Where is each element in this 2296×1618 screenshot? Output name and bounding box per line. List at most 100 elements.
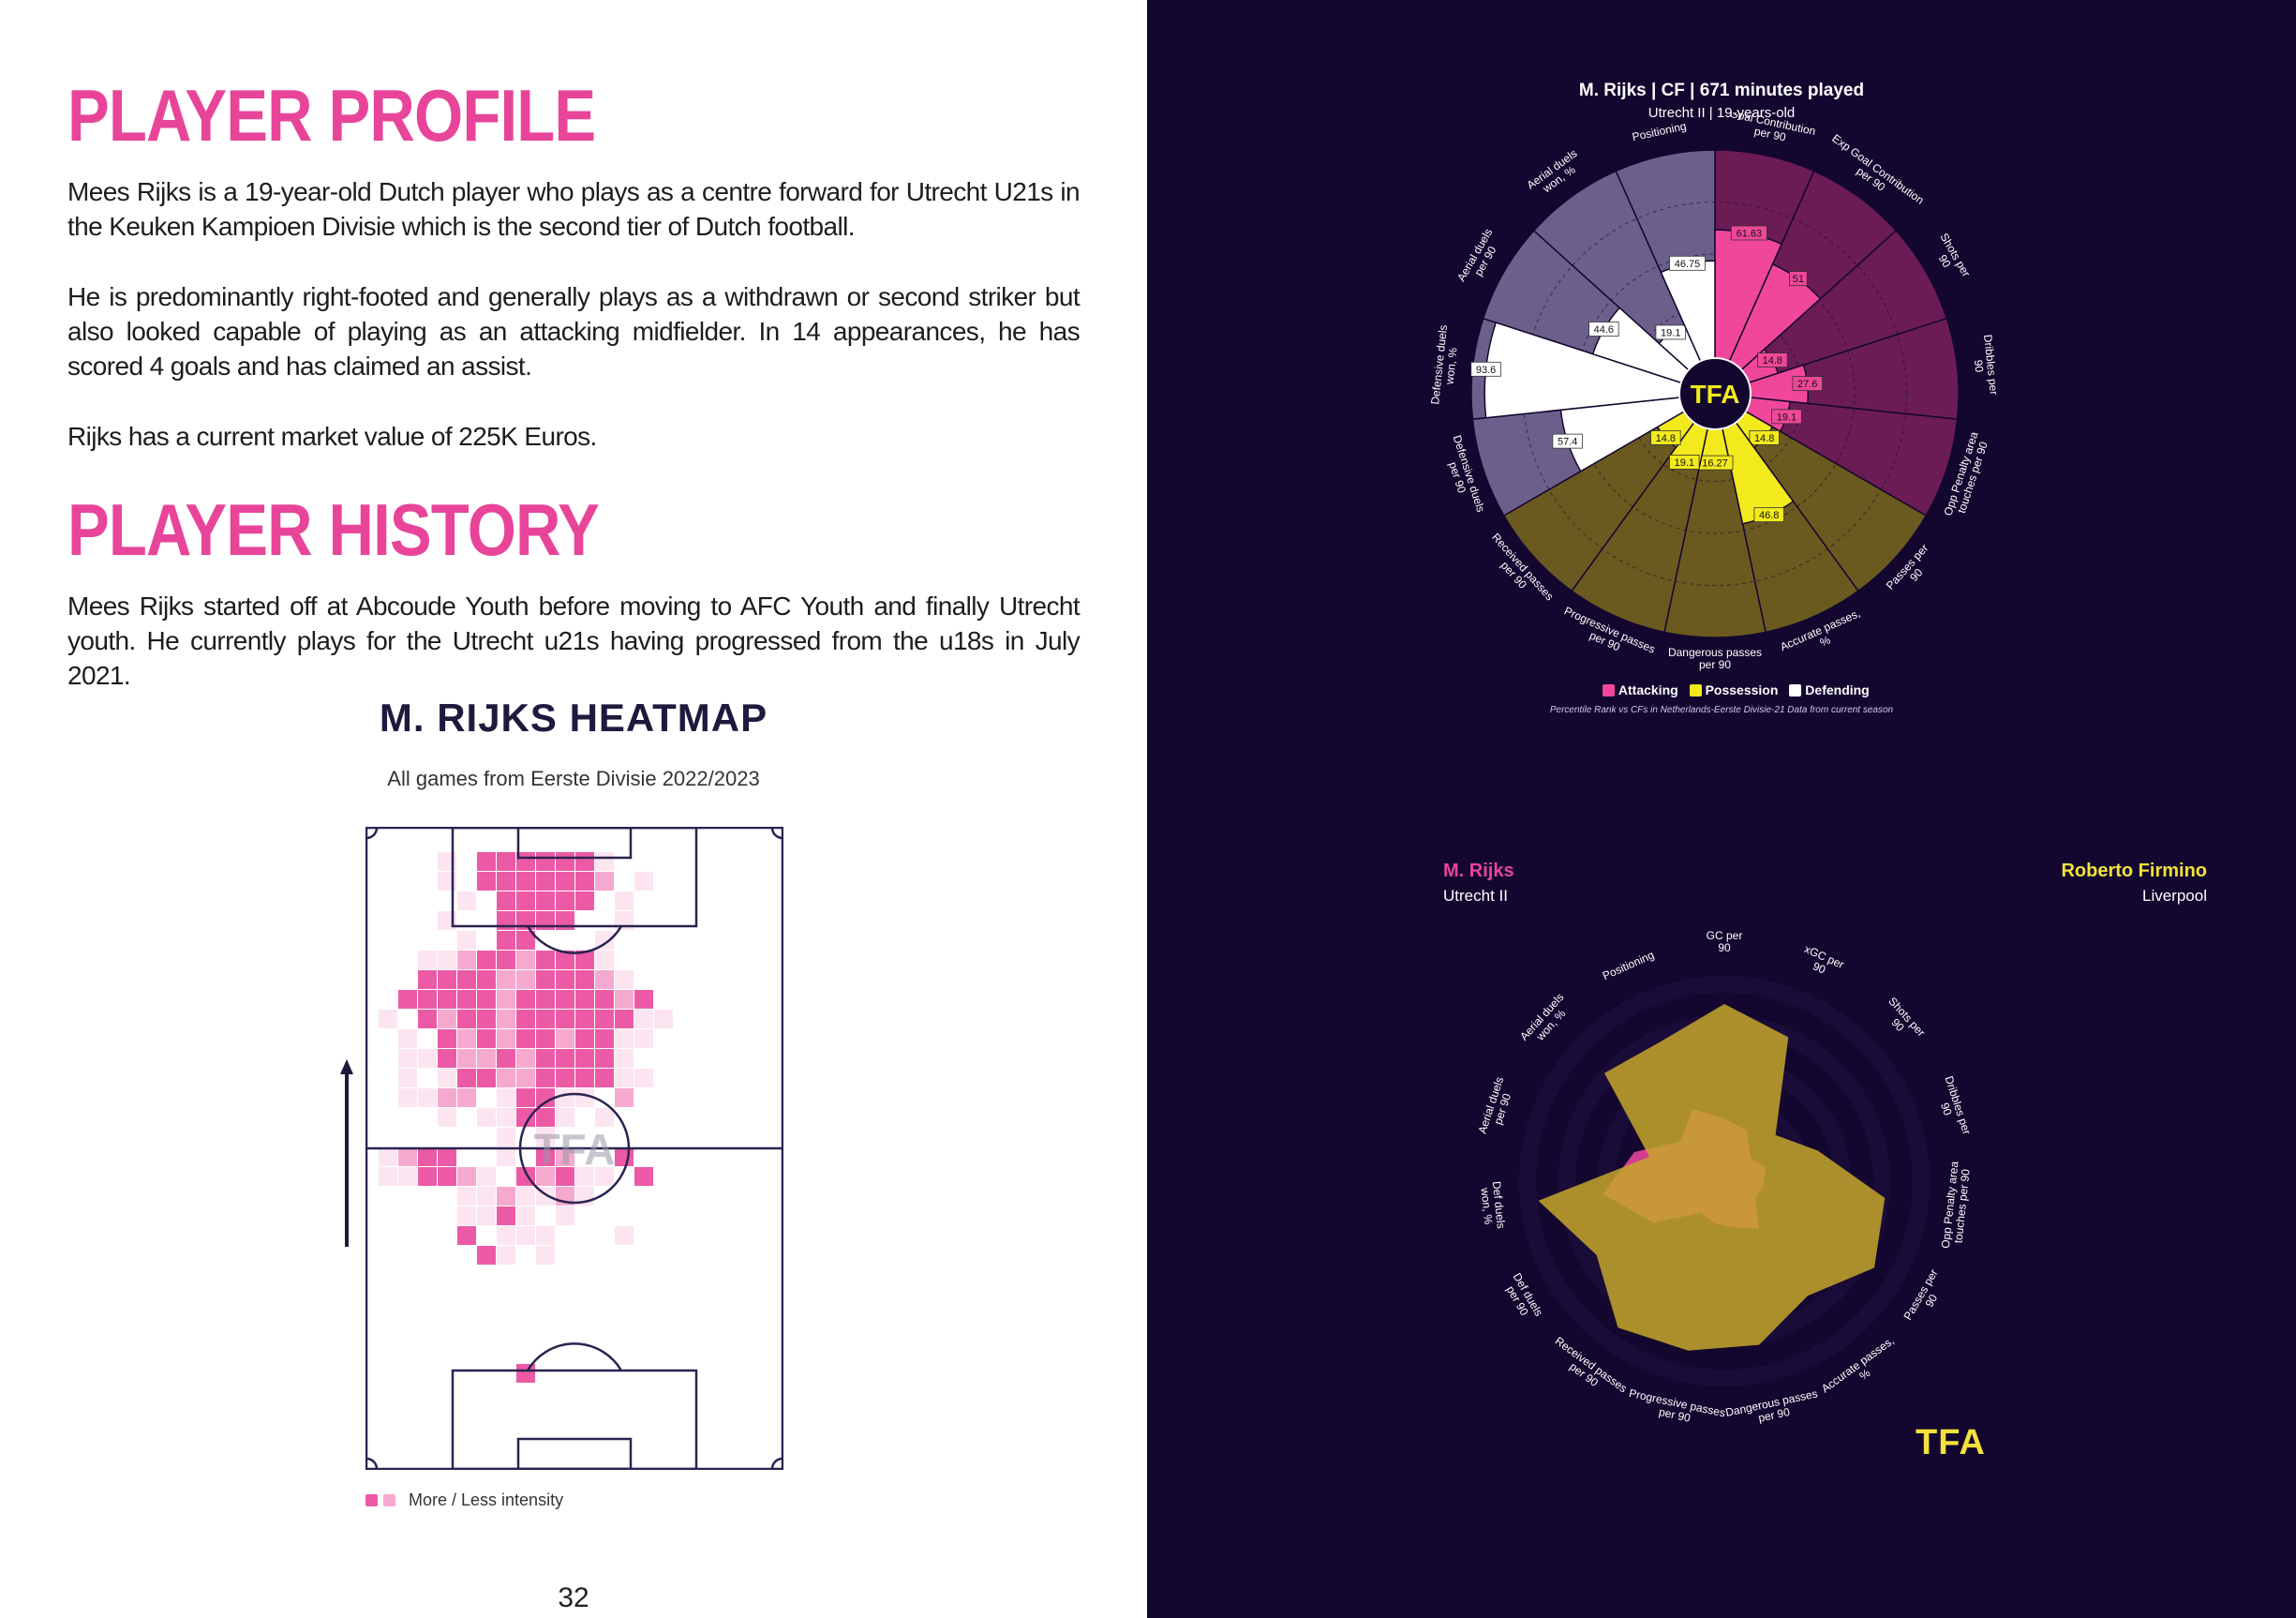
pizza-axis-label: Dangerous passes per 90 [1668, 646, 1762, 671]
legend-defending: Defending [1805, 682, 1870, 697]
heat-cell-low [536, 1226, 555, 1245]
heat-cell-high [457, 1226, 476, 1245]
pizza-value-label: 93.6 [1476, 365, 1496, 376]
heat-cell-low [398, 1029, 417, 1048]
page-number: 32 [558, 1582, 589, 1613]
pizza-value-box [1650, 430, 1681, 445]
attacking-swatch [1603, 684, 1615, 697]
heat-cell-high [516, 990, 535, 1009]
pizza-value-label: 19.1 [1661, 327, 1680, 338]
heatmap-title: M. RIJKS HEATMAP [379, 696, 768, 740]
heat-cell-low [457, 1206, 476, 1225]
heatmap-pitch: TFA [365, 827, 783, 1470]
heat-cell-low [536, 1128, 555, 1146]
heat-cell-high [536, 1029, 555, 1048]
heat-cell-mid [457, 1049, 476, 1068]
heat-cell-low [497, 1226, 515, 1245]
heat-cell-low [438, 951, 456, 969]
heat-cell-low [398, 1069, 417, 1087]
heat-cell-low [497, 1246, 515, 1265]
heat-cell-low [595, 931, 614, 950]
heat-cell-mid [516, 1069, 535, 1087]
heat-cell-high [536, 951, 555, 969]
heat-cell-mid [595, 872, 614, 891]
heat-cell-high [438, 1029, 456, 1048]
heat-cell-high [595, 1029, 614, 1048]
heat-cell-low [595, 1167, 614, 1186]
pizza-value-box [1588, 322, 1619, 337]
history-paragraph: Mees Rijks started off at Abcoude Youth … [67, 592, 1081, 690]
heat-cell-high [575, 1069, 594, 1087]
pizza-value-label: 27.6 [1797, 379, 1817, 390]
heat-cell-mid [516, 970, 535, 989]
pizza-value-label: 51 [1793, 274, 1804, 285]
heat-cell-low [556, 1108, 574, 1127]
radar-axis-label: Def duelsper 90 [1499, 1271, 1545, 1325]
heat-cell-high [438, 990, 456, 1009]
heat-cell-high [418, 1010, 437, 1028]
pizza-axis-label: Shots per90 [1927, 231, 1973, 285]
radar-axis-label: Progressive passesper 90 [1625, 1386, 1726, 1431]
heat-cell-high [438, 1147, 456, 1166]
pizza-value-label: 14.8 [1763, 355, 1782, 367]
heat-cell-high [595, 1010, 614, 1028]
legend-low-swatch [383, 1494, 395, 1506]
radar-axis-label: Positioning [1601, 948, 1656, 982]
pizza-footnote: Percentile Rank vs CFs in Netherlands-Ee… [1549, 705, 1894, 715]
heat-cell-high [575, 1049, 594, 1068]
pizza-legend: Attacking Possession Defending [1603, 682, 1870, 697]
heat-cell-high [516, 891, 535, 910]
pizza-value-label: 19.1 [1777, 412, 1797, 423]
heatmap-cells [379, 852, 673, 1383]
heat-cell-high [497, 1049, 515, 1068]
radar-axis-label: Dangerous passesper 90 [1724, 1386, 1821, 1431]
pizza-value-box [1730, 225, 1767, 241]
heat-cell-high [575, 951, 594, 969]
pizza-value-label: 19.1 [1675, 457, 1694, 469]
heat-cell-high [634, 1167, 653, 1186]
heat-cell-high [536, 990, 555, 1009]
heat-cell-mid [516, 1049, 535, 1068]
heat-cell-high [575, 990, 594, 1009]
direction-arrow-icon [340, 1059, 353, 1247]
heat-cell-high [457, 970, 476, 989]
heat-cell-high [477, 970, 496, 989]
pizza-axis-label: Goal Contributionper 90 [1726, 112, 1817, 150]
heat-cell-low [398, 1049, 417, 1068]
heat-cell-mid [497, 1187, 515, 1206]
heat-cell-low [457, 1187, 476, 1206]
heat-cell-low [536, 1246, 555, 1265]
heat-cell-low [615, 1049, 634, 1068]
player1-team: Utrecht II [1443, 887, 1508, 905]
heat-cell-high [536, 1108, 555, 1127]
pizza-value-label: 44.6 [1594, 324, 1614, 336]
heat-cell-mid [497, 1069, 515, 1087]
heat-cell-high [575, 891, 594, 910]
heat-cell-high [438, 1167, 456, 1186]
pizza-value-box [1753, 507, 1784, 523]
pizza-value-box [1552, 433, 1583, 449]
pizza-axis-label: Aerial duelsper 90 [1454, 226, 1506, 290]
heat-cell-low [556, 1088, 574, 1107]
heat-cell-high [477, 852, 496, 871]
pizza-value-box [1669, 255, 1706, 271]
heat-cell-high [595, 1049, 614, 1068]
heat-cell-mid [398, 1147, 417, 1166]
heat-cell-high [477, 990, 496, 1009]
heat-cell-mid [497, 1029, 515, 1048]
heat-cell-low [497, 1108, 515, 1127]
radar-axis-label: Def duelswon, % [1478, 1180, 1508, 1230]
legend-possession: Possession [1705, 682, 1779, 697]
heat-cell-high [516, 1029, 535, 1048]
possession-swatch [1689, 684, 1702, 697]
heat-cell-low [438, 1069, 456, 1087]
pizza-value-box [1757, 352, 1788, 367]
heat-cell-high [536, 970, 555, 989]
heat-cell-high [516, 1010, 535, 1028]
heat-cell-low [595, 951, 614, 969]
pizza-value-box [1470, 361, 1501, 377]
heat-cell-high [497, 951, 515, 969]
heat-cell-high [497, 891, 515, 910]
heat-cell-high [575, 970, 594, 989]
